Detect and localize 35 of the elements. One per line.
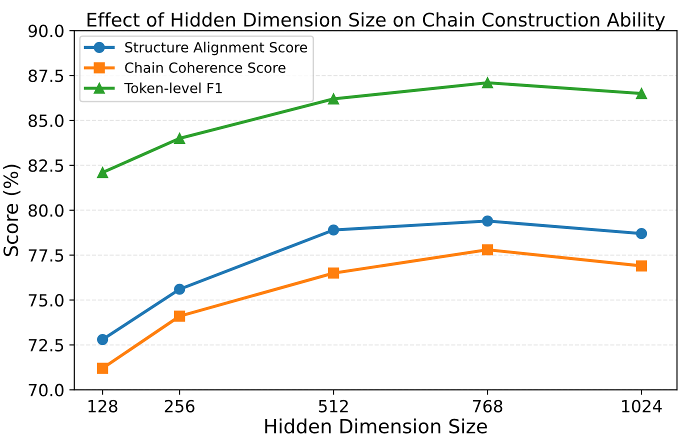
x-tick-label: 768 [472,400,502,412]
point [174,284,186,295]
point [328,224,340,236]
point [174,310,186,322]
legend-label: Structure Alignment Score [125,42,308,56]
y-tick-label: 82.5 [28,159,64,172]
x-tick-label: 128 [88,400,118,412]
point [636,260,648,272]
y-tick-label: 75.0 [28,294,64,307]
y-tick-label: 87.5 [28,70,64,82]
y-tick-label: 77.5 [28,249,64,262]
point [328,93,340,104]
y-tick-label: 90.0 [28,24,64,38]
point [97,362,108,374]
x-tick-label: 256 [164,400,194,412]
y-tick-label: 70.0 [28,384,64,396]
legend-label: Chain Coherence Score [125,62,286,73]
x-tick-label: 1024 [622,400,662,412]
point [482,215,494,227]
point [636,228,648,240]
point [482,77,494,88]
point [97,334,108,346]
point [636,88,648,100]
y-axis-title: Score (%) [3,164,20,256]
y-tick-label: 72.5 [28,338,64,352]
y-tick-label: 80.0 [28,204,64,217]
y-tick-label: 85.0 [28,114,64,128]
point [482,244,494,256]
point [174,132,186,144]
x-tick-label: 512 [318,400,348,412]
x-axis-title: Hidden Dimension Size [265,418,487,434]
point [328,268,340,279]
chart-title: Effect of Hidden Dimension Size on Chain Construction Ability [88,12,665,30]
legend-label: Token-level F1 [124,82,222,94]
point [97,166,108,178]
